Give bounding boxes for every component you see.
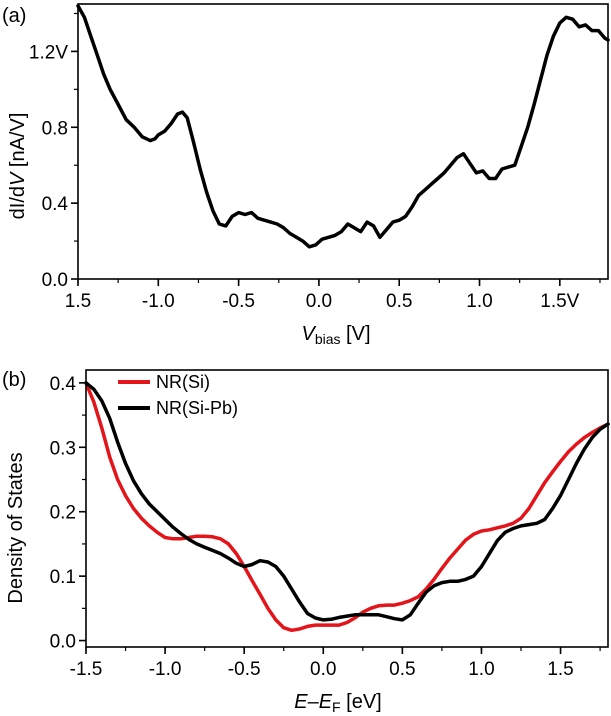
panel-a-frame [77,3,609,280]
panel-b-xtick-label: -1.0 [149,659,182,680]
panel-b-xlabel-sub: F [332,699,341,715]
panel-a-ytick-label: 0.8 [42,118,68,139]
panel-a-xtick-label: 0.5 [386,291,412,312]
panel-b-series-nr-si [84,381,610,633]
panel-b-label: (b) [2,369,26,391]
panel-b-series-nr-si-pb [84,381,610,622]
panel-b-xtick-label: 1.0 [468,659,494,680]
panel-a-xlabel-unit: [V] [341,323,371,345]
panel-a-ylabel-unit: [nA/V] [7,113,29,173]
panel-a-xtick-label: -1.0 [142,291,175,312]
panel-a-ylabel: dI/dV [nA/V] [7,113,29,220]
panel-b-xtick-label: -0.5 [228,659,261,680]
legend-label-nr-si: NR(Si) [156,372,210,392]
panel-a-xtick-label: -0.5 [222,291,255,312]
panel-b-xtick-label: 0.5 [389,659,415,680]
panel-b-xlabel-dash: – [308,691,320,713]
panel-b-xtick-label: -1.5 [70,659,103,680]
panel-a-xtick-label: 1.5V [540,291,579,312]
panel-a-ytick-label: 0.0 [42,270,68,291]
panel-a-xtick-label: 0.0 [306,291,332,312]
panel-b-xlabel: E–EF [eV] [294,691,382,715]
panel-a-label: (a) [2,5,26,27]
panel-a-ylabel-var: V [7,171,29,186]
panel-b-frame [85,369,609,648]
panel-a-ytick-label: 1.2V [29,42,68,63]
panel-a-xlabel-sub: bias [315,331,341,347]
panel-b-xtick-label: 0.0 [310,659,336,680]
panel-b-xlabel-var: E [294,691,308,713]
panel-b-xlabel-unit: [eV] [341,691,382,713]
panel-a-xlabel-var: V [301,323,316,345]
panel-b: (b) -1.5 -1.0 -0.5 0.0 0.5 1.0 1.5 0.0 0.1 0.2 0.3… [2,369,610,715]
panel-a-ylabel-pre: dI/d [7,186,29,219]
panel-b-ytick-label: 0.4 [50,374,77,395]
panel-b-ylabel: Density of States [5,452,27,603]
legend-label-nr-si-pb: NR(Si-Pb) [156,398,238,418]
panel-b-xlabel-var2: E [319,691,333,713]
panel-b-ytick-label: 0.1 [50,567,76,588]
panel-b-legend: NR(Si) NR(Si-Pb) [118,372,238,418]
panel-b-ytick-label: 0.0 [50,632,76,653]
panel-b-ticks: -1.5 -1.0 -0.5 0.0 0.5 1.0 1.5 0.0 0.1 0.2 0.3 0.4 [50,374,601,680]
panel-a-ytick-label: 0.4 [42,194,69,215]
panel-a-xlabel: Vbias [V] [301,323,370,347]
panel-a-series-didv [76,4,610,249]
panel-b-ytick-label: 0.3 [50,438,76,459]
panel-a-xtick-label: 1.5 [65,291,91,312]
panel-a: (a) 1.5 -1.0 -0.5 0.0 0.5 1.0 1.5V 0.0 0.4 0.8 1.2… [2,3,610,347]
panel-a-xtick-label: 1.0 [466,291,492,312]
panel-b-ytick-label: 0.2 [50,503,76,524]
panel-b-xtick-label: 1.5 [547,659,573,680]
